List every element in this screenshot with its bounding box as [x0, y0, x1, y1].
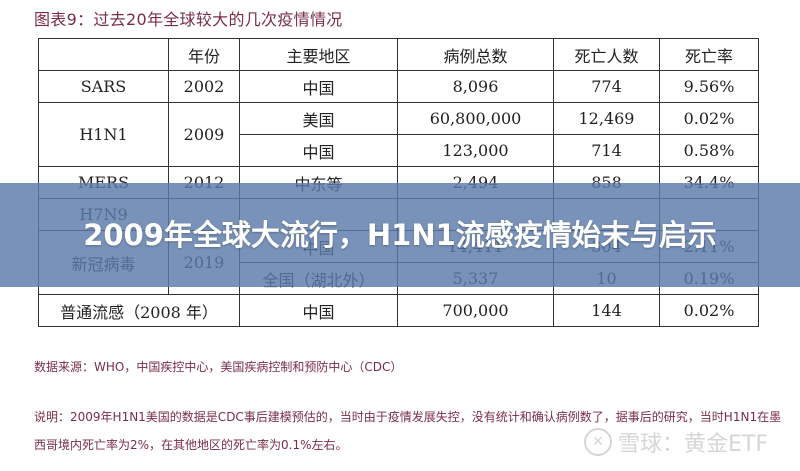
cell-deaths: 12,469 [553, 102, 660, 135]
table-header-row: 年份 主要地区 病例总数 死亡人数 死亡率 [38, 38, 759, 71]
header-deaths: 死亡人数 [553, 38, 660, 71]
cell-cases: 123,000 [397, 134, 554, 167]
cell-rate: 0.02% [659, 294, 759, 327]
watermark-text: 雪球：黄金ETF [618, 432, 768, 457]
header-cases: 病例总数 [397, 38, 554, 71]
header-disease [38, 38, 169, 71]
cell-disease: H1N1 [38, 102, 169, 167]
cell-deaths: 774 [553, 70, 660, 103]
cell-cases: 60,800,000 [397, 102, 554, 135]
figure-title: 图表9：过去20年全球较大的几次疫情情况 [34, 10, 343, 29]
cell-rate: 0.02% [659, 102, 759, 135]
data-source: 数据来源：WHO，中国疾控中心，美国疾病控制和预防中心（CDC） [34, 360, 403, 374]
table-row: SARS 2002 中国 8,096 774 9.56% [38, 70, 759, 103]
cell-rate: 0.58% [659, 134, 759, 167]
cell-region: 中国 [239, 70, 398, 103]
cell-disease: 普通流感（2008 年） [38, 294, 240, 327]
header-region: 主要地区 [239, 38, 398, 71]
cell-region: 中国 [239, 294, 398, 327]
table-row: 普通流感（2008 年） 中国 700,000 144 0.02% [38, 294, 759, 327]
cell-disease: SARS [38, 70, 169, 103]
cell-rate: 9.56% [659, 70, 759, 103]
headline: 2009年全球大流行，H1N1流感疫情始末与启示 [83, 218, 717, 252]
headline-banner: 2009年全球大流行，H1N1流感疫情始末与启示 [0, 183, 800, 287]
explanatory-note: 说明：2009年H1N1美国的数据是CDC事后建模预估的，当时由于疫情发展失控，… [34, 410, 782, 452]
cell-deaths: 714 [553, 134, 660, 167]
cell-region: 中国 [239, 134, 398, 167]
cell-cases: 8,096 [397, 70, 554, 103]
cell-cases: 700,000 [397, 294, 554, 327]
cell-year: 2009 [168, 102, 240, 167]
header-year: 年份 [168, 38, 240, 71]
cell-year: 2002 [168, 70, 240, 103]
table-row: H1N1 2009 美国 60,800,000 12,469 0.02% [38, 102, 759, 167]
cell-region: 美国 [239, 102, 398, 135]
watermark: ✕ 雪球：黄金ETF [584, 426, 768, 458]
cell-deaths: 144 [553, 294, 660, 327]
snowball-logo-icon: ✕ [584, 428, 612, 456]
header-rate: 死亡率 [659, 38, 759, 71]
